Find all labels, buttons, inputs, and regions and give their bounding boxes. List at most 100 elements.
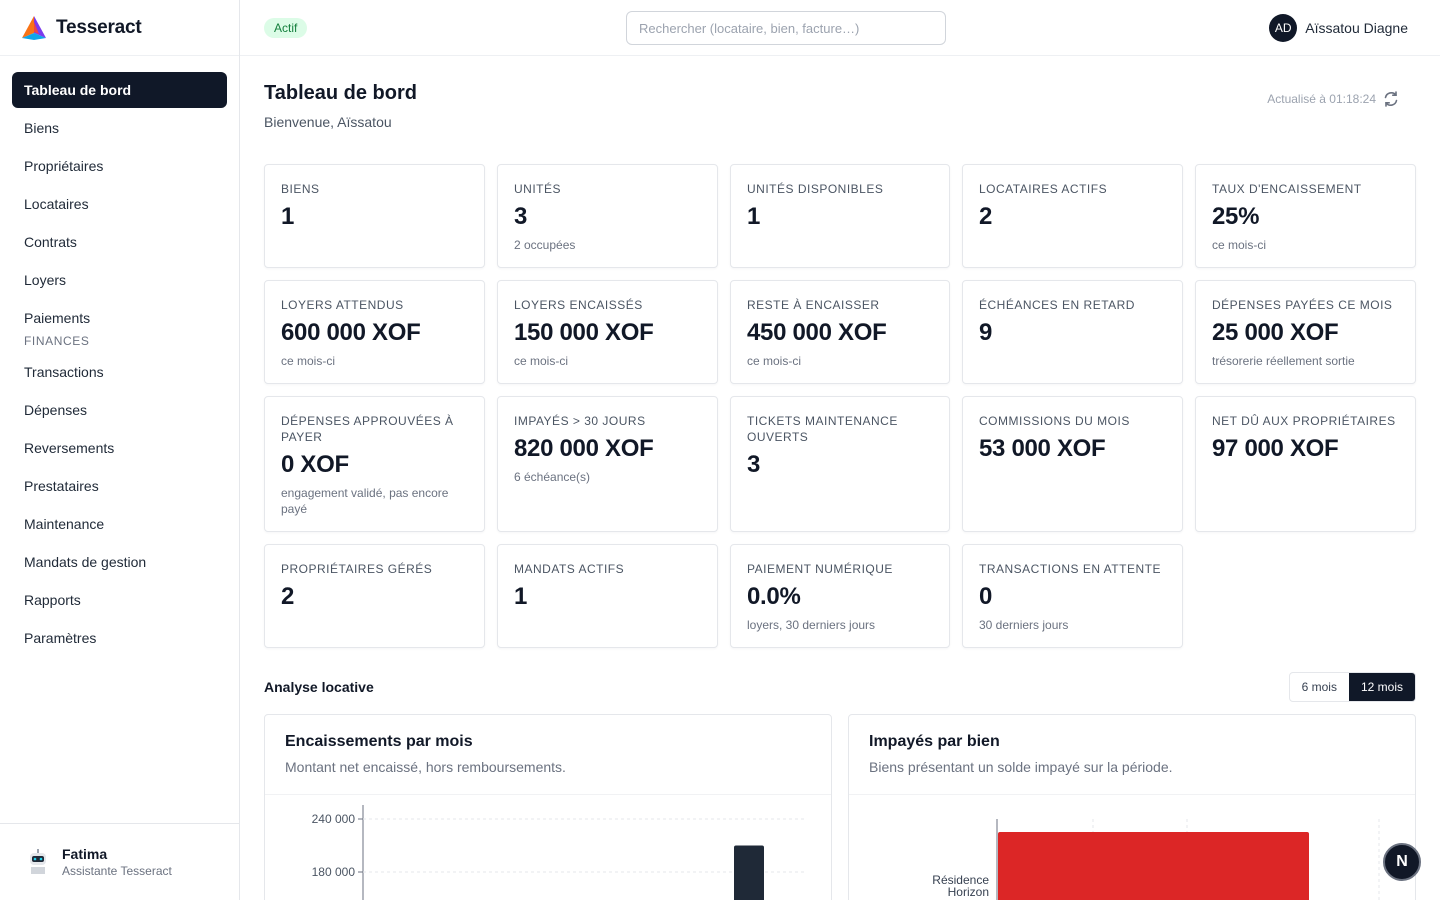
kpi-value: 1 bbox=[281, 203, 295, 230]
bar[interactable] bbox=[998, 832, 1309, 900]
avatar: AD bbox=[1269, 14, 1298, 42]
assistant-fab-button[interactable]: N bbox=[1383, 843, 1421, 881]
kpi-value: 1 bbox=[514, 583, 528, 610]
impayes-chart: Résidence Horizon bbox=[932, 819, 1380, 900]
encaissements-chart: 240 000 180 000 bbox=[312, 805, 805, 900]
sidebar-item-reversements[interactable]: Reversements bbox=[24, 440, 115, 456]
sidebar-item-mandats-de-gestion[interactable]: Mandats de gestion bbox=[24, 554, 147, 570]
kpi-value: 820 000 XOF bbox=[514, 435, 654, 462]
sidebar: Tesseract Tableau de bord Biens Propriétai… bbox=[0, 0, 240, 900]
kpi-value: 9 bbox=[979, 319, 993, 346]
assistant-role: Assistante Tesseract bbox=[62, 864, 172, 878]
assistant-card[interactable]: Fatima Assistante Tesseract bbox=[0, 823, 239, 900]
kpi-value: 3 bbox=[747, 451, 761, 478]
sidebar-item-transactions[interactable]: Transactions bbox=[24, 364, 104, 380]
kpi-note: 6 échéance(s) bbox=[514, 470, 591, 484]
kpi-card-transactions-en-attente[interactable]: TRANSACTIONS EN ATTENTE 0 30 derniers jour… bbox=[962, 544, 1183, 648]
kpi-card-depenses-approuvees-a-payer[interactable]: DÉPENSES APPROUVÉES À PAYER 0 XOF engageme… bbox=[264, 396, 485, 532]
kpi-value: 53 000 XOF bbox=[979, 435, 1106, 462]
kpi-label: ÉCHÉANCES EN RETARD bbox=[979, 298, 1135, 312]
sidebar-item-biens[interactable]: Biens bbox=[24, 120, 60, 136]
kpi-label: BIENS bbox=[281, 182, 320, 196]
sidebar-item-rapports[interactable]: Rapports bbox=[24, 592, 81, 608]
kpi-note: loyers, 30 derniers jours bbox=[747, 618, 876, 632]
kpi-note: trésorerie réellement sortie bbox=[1212, 354, 1355, 368]
kpi-label: PROPRIÉTAIRES GÉRÉS bbox=[281, 562, 433, 576]
kpi-card-tickets-maintenance-ouverts[interactable]: TICKETS MAINTENANCE OUVERTS 3 bbox=[730, 396, 950, 532]
kpi-value: 25 000 XOF bbox=[1212, 319, 1339, 346]
kpi-card-depenses-payees-ce-mois[interactable]: DÉPENSES PAYÉES CE MOIS 25 000 XOF trésore… bbox=[1195, 280, 1416, 384]
kpi-value: 450 000 XOF bbox=[747, 319, 887, 346]
kpi-card-reste-a-encaisser[interactable]: RESTE À ENCAISSER 450 000 XOF ce mois-ci bbox=[730, 280, 950, 384]
sidebar-item-parametres[interactable]: Paramètres bbox=[24, 630, 97, 646]
kpi-value: 2 bbox=[979, 203, 993, 230]
kpi-label: TRANSACTIONS EN ATTENTE bbox=[979, 562, 1161, 576]
kpi-label: DÉPENSES APPROUVÉES À PAYER bbox=[281, 414, 454, 444]
kpi-value: 3 bbox=[514, 203, 528, 230]
page-subtitle: Bienvenue, Aïssatou bbox=[264, 114, 392, 130]
kpi-value: 2 bbox=[281, 583, 295, 610]
user-menu[interactable]: AD Aïssatou Diagne bbox=[1269, 14, 1408, 42]
sidebar-item-tableau-de-bord[interactable]: Tableau de bord bbox=[12, 72, 227, 108]
kpi-label: DÉPENSES PAYÉES CE MOIS bbox=[1212, 298, 1393, 312]
card-header: Impayés par bien Biens présentant un sol… bbox=[849, 715, 1415, 795]
brand[interactable]: Tesseract bbox=[0, 0, 239, 56]
sidebar-item-proprietaires[interactable]: Propriétaires bbox=[24, 158, 104, 174]
range-toggle: 6 mois 12 mois bbox=[1288, 672, 1416, 702]
assistant-name: Fatima bbox=[62, 846, 108, 862]
kpi-card-echeances-en-retard[interactable]: ÉCHÉANCES EN RETARD 9 bbox=[962, 280, 1183, 384]
kpi-label: UNITÉS DISPONIBLES bbox=[747, 182, 884, 196]
kpi-card-biens[interactable]: BIENS 1 bbox=[264, 164, 485, 268]
kpi-value: 1 bbox=[747, 203, 761, 230]
kpi-card-impayes-30-jours[interactable]: IMPAYÉS > 30 JOURS 820 000 XOF 6 échéance(… bbox=[497, 396, 718, 532]
range-12-months-button[interactable]: 12 mois bbox=[1348, 673, 1415, 701]
sidebar-nav: Tableau de bord Biens Propriétaires Locatai… bbox=[0, 56, 239, 656]
sidebar-item-maintenance[interactable]: Maintenance bbox=[24, 516, 105, 532]
brand-name: Tesseract bbox=[56, 16, 142, 38]
kpi-card-locataires-actifs[interactable]: LOCATAIRES ACTIFS 2 bbox=[962, 164, 1183, 268]
sidebar-item-depenses[interactable]: Dépenses bbox=[24, 402, 88, 418]
chart-subtitle: Biens présentant un solde impayé sur la … bbox=[869, 759, 1173, 775]
kpi-label: LOYERS ENCAISSÉS bbox=[514, 298, 643, 312]
refresh-timestamp: Actualisé à 01:18:24 bbox=[1267, 92, 1376, 106]
kpi-value: 150 000 XOF bbox=[514, 319, 654, 346]
card-header: Encaissements par mois Montant net encai… bbox=[265, 715, 831, 795]
kpi-card-commissions-du-mois[interactable]: COMMISSIONS DU MOIS 53 000 XOF bbox=[962, 396, 1183, 532]
tesseract-logo-icon bbox=[22, 15, 46, 40]
kpi-label: IMPAYÉS > 30 JOURS bbox=[514, 414, 646, 428]
kpi-note: 2 occupées bbox=[514, 238, 576, 252]
impayes-chart-card: Impayés par bien Biens présentant un sol… bbox=[848, 714, 1416, 900]
chart-subtitle: Montant net encaissé, hors remboursement… bbox=[285, 759, 566, 775]
kpi-card-mandats-actifs[interactable]: MANDATS ACTIFS 1 bbox=[497, 544, 718, 648]
kpi-card-loyers-encaisses[interactable]: LOYERS ENCAISSÉS 150 000 XOF ce mois-ci bbox=[497, 280, 718, 384]
kpi-label: NET DÛ AUX PROPRIÉTAIRES bbox=[1212, 414, 1396, 428]
kpi-card-proprietaires-geres[interactable]: PROPRIÉTAIRES GÉRÉS 2 bbox=[264, 544, 485, 648]
sidebar-item-loyers[interactable]: Loyers bbox=[24, 272, 67, 288]
y-tick-label: 240 000 bbox=[312, 812, 356, 826]
kpi-card-taux-d-encaissement[interactable]: TAUX D'ENCAISSEMENT 25% ce mois-ci bbox=[1195, 164, 1416, 268]
user-name: Aïssatou Diagne bbox=[1305, 20, 1408, 36]
status-badge: Actif bbox=[264, 18, 308, 38]
sidebar-section-finances: FINANCES bbox=[24, 334, 90, 348]
kpi-value: 0 bbox=[979, 583, 993, 610]
range-6-months-button[interactable]: 6 mois bbox=[1301, 680, 1337, 694]
kpi-card-net-du-aux-proprietaires[interactable]: NET DÛ AUX PROPRIÉTAIRES 97 000 XOF bbox=[1195, 396, 1416, 532]
refresh-icon[interactable] bbox=[1382, 90, 1400, 108]
search-input[interactable] bbox=[626, 11, 946, 45]
y-tick-label: 180 000 bbox=[312, 865, 356, 879]
kpi-label: UNITÉS bbox=[514, 182, 562, 196]
kpi-label: LOCATAIRES ACTIFS bbox=[979, 182, 1108, 196]
kpi-label: COMMISSIONS DU MOIS bbox=[979, 414, 1130, 428]
bar[interactable] bbox=[734, 845, 764, 900]
chart-title: Encaissements par mois bbox=[285, 733, 473, 750]
kpi-label: RESTE À ENCAISSER bbox=[747, 298, 880, 312]
sidebar-item-prestataires[interactable]: Prestataires bbox=[24, 478, 99, 494]
kpi-card-unites[interactable]: UNITÉS 3 2 occupées bbox=[497, 164, 718, 268]
sidebar-item-contrats[interactable]: Contrats bbox=[24, 234, 77, 250]
kpi-card-paiement-numerique[interactable]: PAIEMENT NUMÉRIQUE 0.0% loyers, 30 dernier… bbox=[730, 544, 950, 648]
sidebar-item-paiements[interactable]: Paiements bbox=[24, 310, 91, 326]
kpi-note: 30 derniers jours bbox=[979, 618, 1069, 632]
sidebar-item-locataires[interactable]: Locataires bbox=[24, 196, 89, 212]
kpi-card-loyers-attendus[interactable]: LOYERS ATTENDUS 600 000 XOF ce mois-ci bbox=[264, 280, 485, 384]
kpi-card-unites-disponibles[interactable]: UNITÉS DISPONIBLES 1 bbox=[730, 164, 950, 268]
